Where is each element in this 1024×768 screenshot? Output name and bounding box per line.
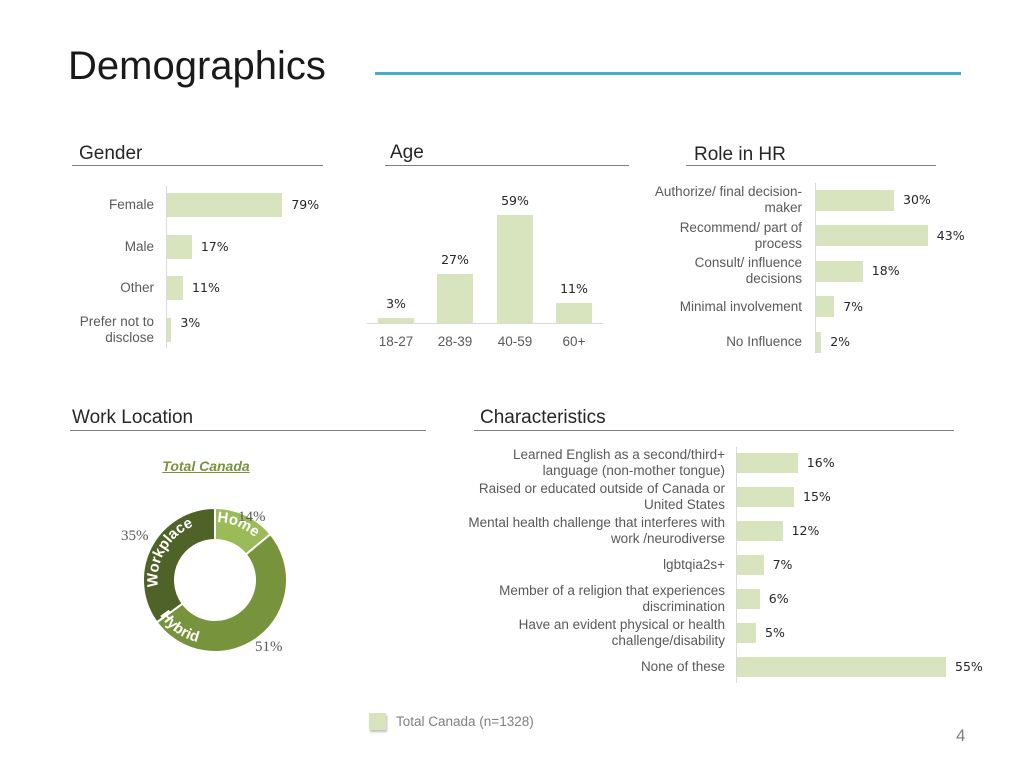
bar xyxy=(437,273,473,323)
donut-pct-hybrid: 51% xyxy=(255,639,283,655)
work-location-rule xyxy=(70,430,426,431)
category-label: Male xyxy=(124,238,154,254)
value-label: 15% xyxy=(803,489,831,504)
bar xyxy=(737,555,764,575)
category-label: None of these xyxy=(640,659,725,674)
value-label: 7% xyxy=(772,557,793,572)
value-label: 11% xyxy=(192,280,220,295)
axis-line xyxy=(166,186,167,348)
value-label: 12% xyxy=(791,523,820,538)
bar xyxy=(737,623,756,643)
bar xyxy=(816,331,822,353)
category-label: Other xyxy=(120,280,154,295)
bar xyxy=(167,193,283,217)
bar xyxy=(378,317,414,323)
axis-line xyxy=(367,323,603,324)
value-label: 43% xyxy=(936,227,965,243)
work-location-section-title: Work Location xyxy=(72,407,194,428)
bar xyxy=(816,296,835,317)
donut-center-label: Total Canada xyxy=(162,458,250,474)
value-label: 59% xyxy=(501,193,529,209)
value-label: 55% xyxy=(955,659,983,674)
title-underline xyxy=(375,72,961,75)
gender-section-title: Gender xyxy=(79,143,143,164)
category-label: Authorize/ final decision-maker xyxy=(654,184,802,215)
donut-pct-home: 14% xyxy=(238,509,266,525)
bar xyxy=(167,276,184,300)
category-label: Learned English as a second/third+ langu… xyxy=(512,447,725,478)
value-label: 11% xyxy=(560,280,588,296)
category-label: Minimal involvement xyxy=(679,298,802,314)
bar xyxy=(816,260,863,282)
category-label: No Influence xyxy=(726,334,802,349)
characteristics-section-title: Characteristics xyxy=(480,407,606,428)
bar xyxy=(737,657,946,677)
donut-slice-hybrid xyxy=(155,532,288,653)
bar xyxy=(167,234,192,259)
legend-swatch xyxy=(369,713,386,730)
donut-slice-workplace xyxy=(142,506,216,624)
bar xyxy=(556,302,592,323)
value-label: 27% xyxy=(441,251,469,267)
value-label: 3% xyxy=(386,295,406,311)
category-label: lgbtqia2s+ xyxy=(663,557,725,572)
category-label: Recommend/ part of process xyxy=(679,219,802,251)
axis-line xyxy=(815,183,816,353)
bar xyxy=(737,487,794,507)
bar xyxy=(737,521,783,541)
category-label: Member of a religion that experiences di… xyxy=(499,583,725,614)
value-label: 30% xyxy=(903,192,931,207)
category-label: Mental health challenge that interferes … xyxy=(468,515,725,546)
donut-pct-workplace: 35% xyxy=(121,528,149,544)
age-rule xyxy=(385,165,629,166)
work-location-donut: Home Hybrid Workplace xyxy=(142,506,288,653)
bar xyxy=(737,589,760,609)
category-label: Have an evident physical or health chall… xyxy=(518,617,725,648)
bar xyxy=(737,453,798,473)
value-label: 6% xyxy=(768,591,789,606)
legend-label: Total Canada (n=1328) xyxy=(396,714,534,729)
bar xyxy=(816,189,894,211)
value-label: 17% xyxy=(200,238,229,254)
bar xyxy=(497,215,533,323)
category-label: Consult/ influence decisions xyxy=(694,255,802,286)
value-label: 5% xyxy=(765,625,785,640)
page-number: 4 xyxy=(956,726,966,745)
category-label: Prefer not to disclose xyxy=(79,313,154,345)
category-label: Raised or educated outside of Canada or … xyxy=(478,481,725,512)
axis-line xyxy=(736,447,737,683)
value-label: 18% xyxy=(871,263,900,278)
value-label: 2% xyxy=(830,334,851,349)
category-label: Female xyxy=(108,197,154,212)
tick-label: 40-59 xyxy=(497,334,533,349)
tick-label: 18-27 xyxy=(378,334,414,349)
bar xyxy=(167,317,172,342)
value-label: 3% xyxy=(180,314,201,330)
characteristics-rule xyxy=(474,430,954,431)
role-rule xyxy=(686,165,936,166)
age-section-title: Age xyxy=(390,142,424,163)
page-title: Demographics xyxy=(68,44,326,88)
bar xyxy=(816,225,928,246)
tick-label: 60+ xyxy=(562,334,586,349)
gender-rule xyxy=(72,165,323,166)
tick-label: 28-39 xyxy=(437,334,473,349)
value-label: 79% xyxy=(291,197,320,212)
role-section-title: Role in HR xyxy=(694,144,786,165)
value-label: 7% xyxy=(843,298,864,314)
value-label: 16% xyxy=(806,455,835,470)
